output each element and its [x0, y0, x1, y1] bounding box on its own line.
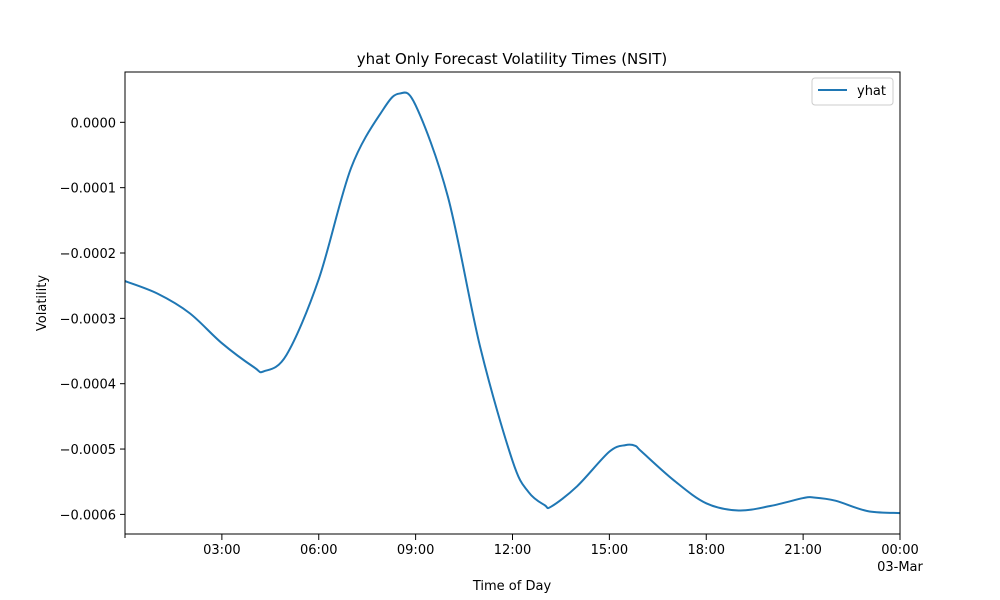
y-tick-label: −0.0002 — [60, 247, 116, 262]
chart-title: yhat Only Forecast Volatility Times (NSI… — [357, 50, 667, 68]
legend-frame — [811, 77, 894, 106]
x-tick-label: 03:00 — [203, 543, 240, 558]
x-tick-label: 06:00 — [300, 543, 337, 558]
y-tick-label: −0.0003 — [60, 312, 116, 327]
y-tick-label: −0.0005 — [60, 443, 116, 458]
y-tick-label: −0.0004 — [60, 378, 116, 393]
x-tick-label: 09:00 — [397, 543, 434, 558]
x-axis-label: Time of Day — [472, 579, 552, 594]
x-tick-label: 15:00 — [591, 543, 628, 558]
y-tick-label: −0.0001 — [60, 182, 116, 197]
series-line-yhat — [124, 91, 901, 515]
y-tick-label: −0.0006 — [60, 508, 116, 523]
x-tick-label: 00:00 — [881, 543, 918, 558]
x-axis: 03:00 06:00 09:00 12:00 15:00 18:00 21:00 00:00… — [124, 534, 924, 575]
y-axis-label: Volatility — [35, 275, 50, 331]
x-tick-label: 21:00 — [784, 543, 821, 558]
y-tick-label: 0.0000 — [71, 116, 117, 131]
x-tick-label: 18:00 — [688, 543, 725, 558]
x-tick-label: 12:00 — [494, 543, 531, 558]
y-axis: 0.0000 −0.0001 −0.0002 −0.0003 −0.0004 −0.000… — [60, 116, 125, 523]
legend-label-yhat: yhat — [857, 84, 886, 99]
x-tick-sublabel: 03-Mar — [877, 560, 923, 575]
legend: yhat — [811, 77, 894, 106]
